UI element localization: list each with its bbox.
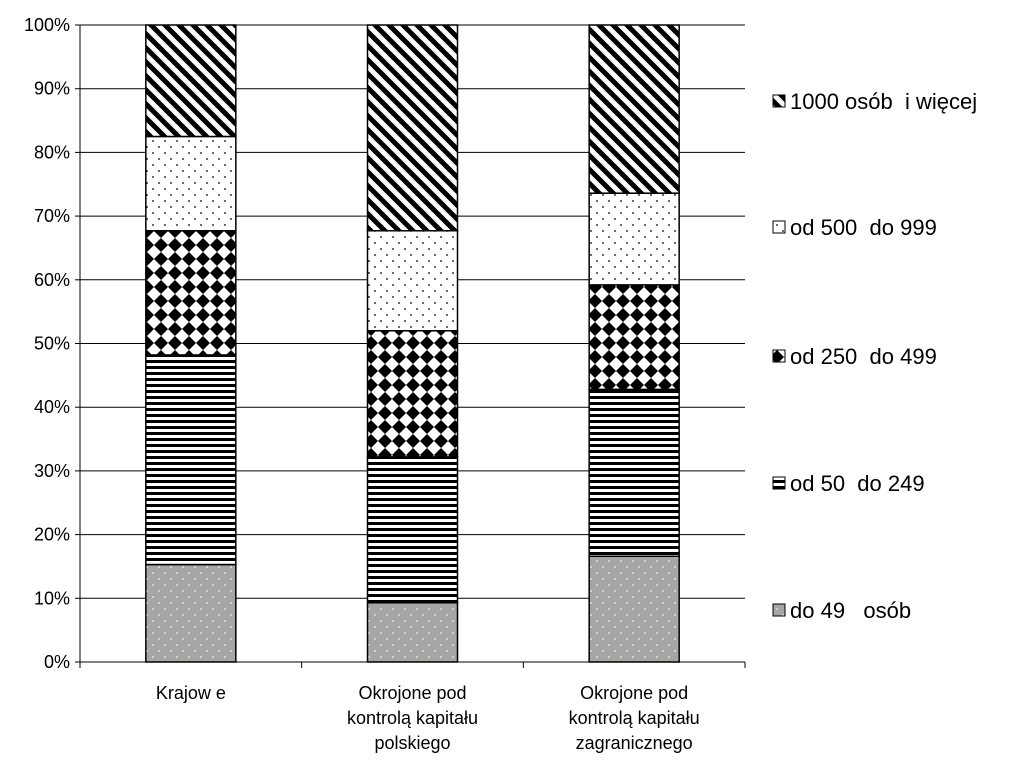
legend-label: od 500 do 999 — [790, 215, 937, 240]
y-tick-label: 10% — [34, 588, 70, 608]
x-category-label: Okrojone pod — [580, 683, 688, 703]
bar-segment — [588, 192, 680, 286]
legend-swatch — [772, 220, 786, 234]
bar-segment — [366, 24, 459, 232]
x-axis-category-labels: Krajow e Okrojone pod kontrolą kapitału pol… — [156, 683, 700, 753]
y-tick-label: 80% — [34, 142, 70, 162]
legend: 1000 osób i więcej od 500 do 999 od 250 do… — [772, 89, 977, 623]
bar-segment — [588, 555, 680, 663]
legend-label: do 49 osób — [790, 598, 911, 623]
y-tick-label: 40% — [34, 397, 70, 417]
x-category-label: Okrojone pod — [358, 683, 466, 703]
x-category-label: kontrolą kapitału — [569, 708, 700, 728]
bar-segment — [366, 602, 459, 663]
legend-label: od 50 do 249 — [790, 471, 925, 496]
bar-segment — [588, 24, 680, 194]
x-category-label: kontrolą kapitału — [347, 708, 478, 728]
y-tick-label: 20% — [34, 525, 70, 545]
y-tick-label: 100% — [24, 15, 70, 35]
y-axis-tick-labels: 0% 10% 20% 30% 40% 50% 60% 70% 80% 90% 100% — [24, 15, 70, 672]
bar-segment — [366, 230, 459, 332]
bar-segment — [145, 354, 237, 566]
x-category-label: zagranicznego — [576, 733, 693, 753]
y-tick-label: 0% — [44, 652, 70, 672]
legend-swatch — [772, 349, 786, 363]
y-tick-label: 60% — [34, 270, 70, 290]
bar-segment — [145, 135, 237, 232]
bar-segment — [588, 284, 680, 391]
y-tick-label: 30% — [34, 461, 70, 481]
y-tick-label: 70% — [34, 206, 70, 226]
legend-swatch — [772, 476, 786, 490]
x-category-label: Krajow e — [156, 683, 226, 703]
y-tick-label: 50% — [34, 334, 70, 354]
bar-segment — [366, 456, 459, 604]
x-category-label: polskiego — [374, 733, 450, 753]
bar-segment — [588, 388, 680, 558]
bars — [145, 24, 680, 663]
y-tick-label: 90% — [34, 79, 70, 99]
legend-label: 1000 osób i więcej — [790, 89, 977, 114]
bar-segment — [145, 24, 237, 138]
bar-segment — [145, 563, 237, 663]
legend-label: od 250 do 499 — [790, 344, 937, 369]
bar-segment — [145, 230, 237, 356]
legend-swatch — [772, 603, 786, 617]
bar-segment — [366, 330, 459, 458]
legend-swatch — [772, 94, 786, 108]
